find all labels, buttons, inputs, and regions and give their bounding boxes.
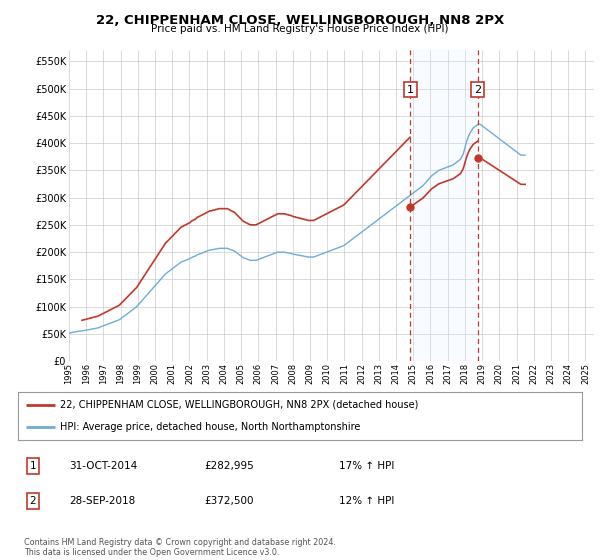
Text: 2: 2	[474, 85, 481, 95]
Text: 22, CHIPPENHAM CLOSE, WELLINGBOROUGH, NN8 2PX: 22, CHIPPENHAM CLOSE, WELLINGBOROUGH, NN…	[96, 14, 504, 27]
Text: 31-OCT-2014: 31-OCT-2014	[69, 461, 137, 471]
Text: Contains HM Land Registry data © Crown copyright and database right 2024.
This d: Contains HM Land Registry data © Crown c…	[24, 538, 336, 557]
Text: 2: 2	[29, 496, 37, 506]
Text: 22, CHIPPENHAM CLOSE, WELLINGBOROUGH, NN8 2PX (detached house): 22, CHIPPENHAM CLOSE, WELLINGBOROUGH, NN…	[60, 400, 419, 410]
Text: HPI: Average price, detached house, North Northamptonshire: HPI: Average price, detached house, Nort…	[60, 422, 361, 432]
Text: 1: 1	[29, 461, 37, 471]
Text: 17% ↑ HPI: 17% ↑ HPI	[339, 461, 394, 471]
Text: 1: 1	[407, 85, 414, 95]
Text: £372,500: £372,500	[204, 496, 254, 506]
Bar	[410, 50, 478, 361]
Text: Price paid vs. HM Land Registry's House Price Index (HPI): Price paid vs. HM Land Registry's House …	[151, 24, 449, 34]
Text: 12% ↑ HPI: 12% ↑ HPI	[339, 496, 394, 506]
Text: 28-SEP-2018: 28-SEP-2018	[69, 496, 135, 506]
Text: £282,995: £282,995	[204, 461, 254, 471]
